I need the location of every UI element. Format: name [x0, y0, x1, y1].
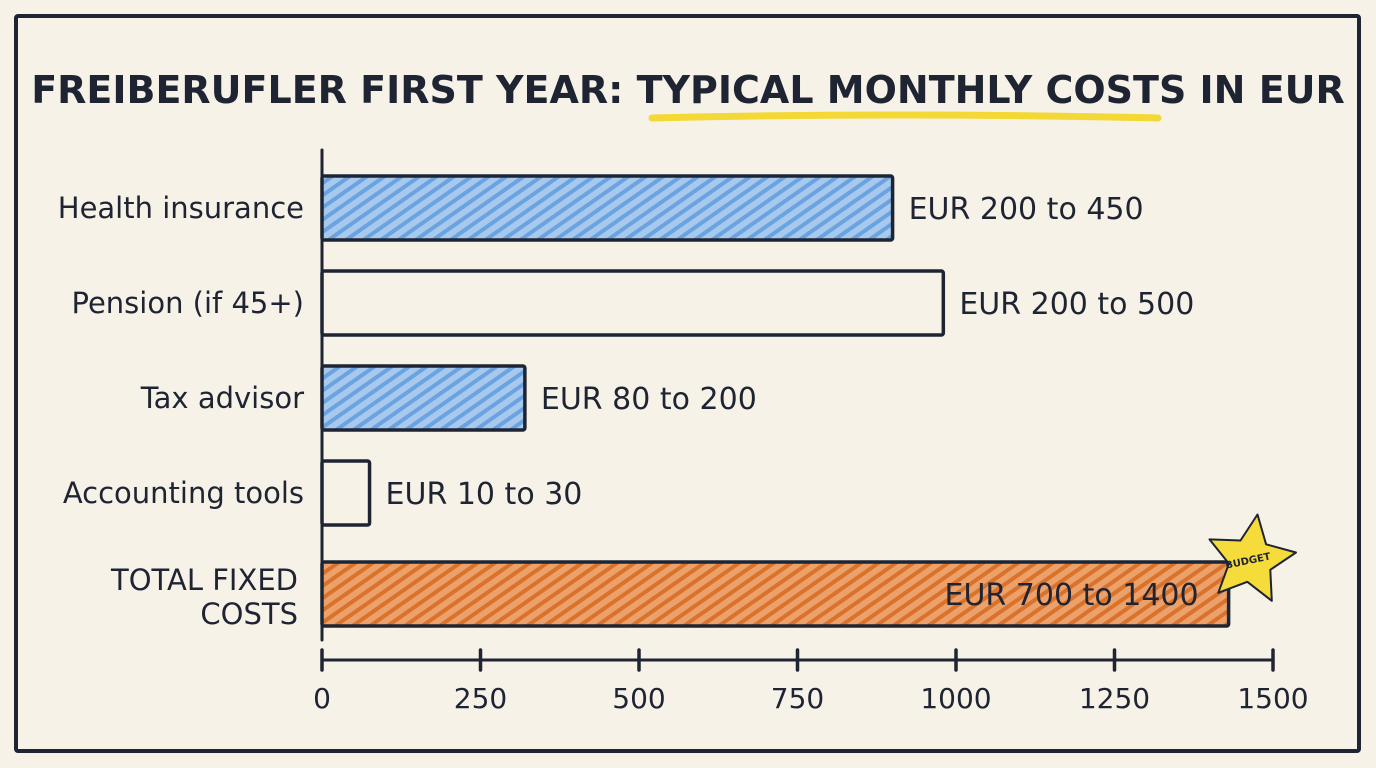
category-label: Tax advisor	[140, 381, 304, 415]
x-tick-label: 250	[454, 682, 507, 715]
value-label: EUR 200 to 450	[909, 192, 1144, 227]
x-axis: 0 250 500 750 1000 1250 1500	[313, 648, 1309, 715]
category-label: TOTAL FIXED COSTS	[110, 563, 298, 631]
value-label: EUR 700 to 1400	[945, 578, 1199, 613]
bar	[320, 174, 895, 242]
x-tick-label: 750	[771, 682, 824, 715]
x-tick-label: 1000	[920, 682, 991, 715]
chart-title: FREIBERUFLER FIRST YEAR: TYPICAL MONTHLY…	[31, 68, 1345, 112]
bar	[320, 459, 372, 527]
value-label: EUR 200 to 500	[959, 287, 1194, 322]
bar	[320, 560, 1231, 628]
value-label: EUR 10 to 30	[386, 477, 583, 512]
x-tick-label: 500	[612, 682, 665, 715]
category-label: Pension (if 45+)	[72, 286, 305, 320]
bar	[320, 364, 527, 432]
x-tick-label: 0	[313, 682, 331, 715]
value-label: EUR 80 to 200	[541, 382, 757, 417]
category-label: Health insurance	[58, 191, 304, 225]
bars-layer: Health insurance EUR 200 to 450 Pension (i…	[58, 148, 1297, 642]
x-tick-label: 1250	[1079, 682, 1150, 715]
budget-star-icon	[1208, 513, 1297, 602]
x-tick-label: 1500	[1237, 682, 1308, 715]
title-highlight	[648, 111, 1162, 122]
category-label: Accounting tools	[63, 476, 304, 510]
bar	[320, 269, 946, 337]
